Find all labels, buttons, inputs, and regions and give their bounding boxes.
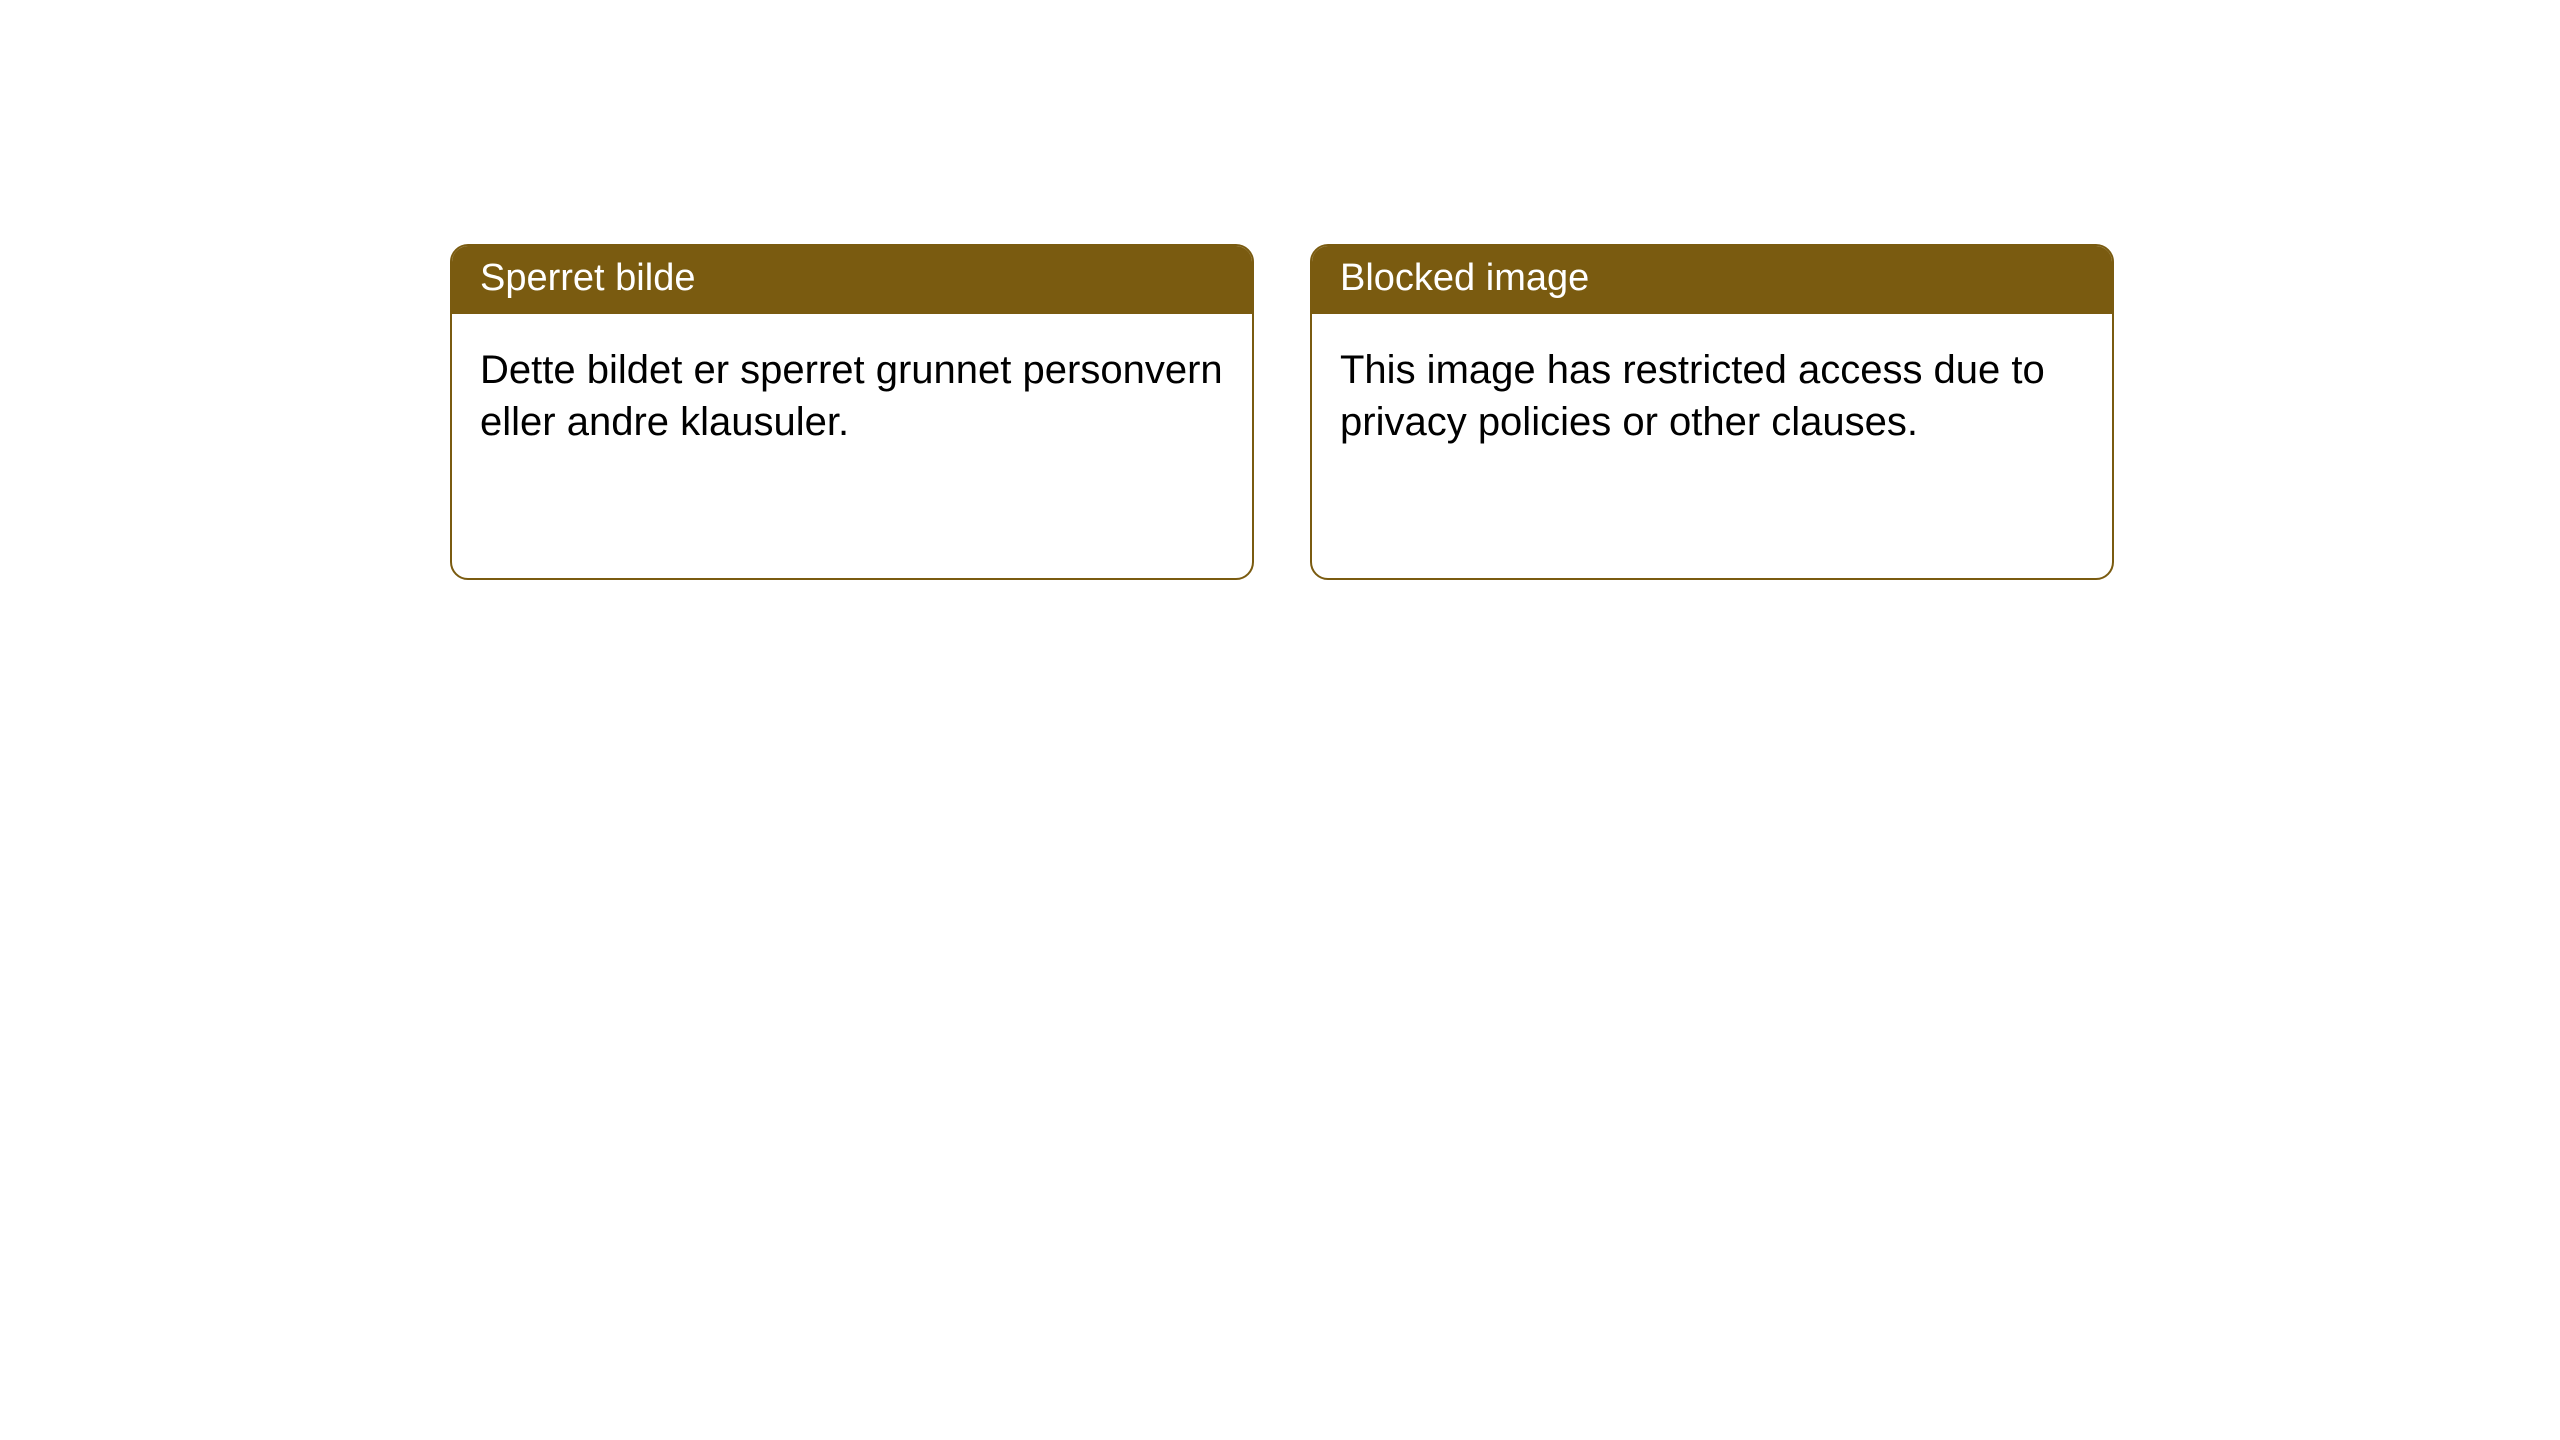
notice-card-norwegian: Sperret bilde Dette bildet er sperret gr… <box>450 244 1254 580</box>
card-title: Blocked image <box>1340 257 1589 299</box>
card-header: Sperret bilde <box>452 246 1252 314</box>
card-body-text: This image has restricted access due to … <box>1340 348 2045 444</box>
card-body: Dette bildet er sperret grunnet personve… <box>452 314 1252 478</box>
card-header: Blocked image <box>1312 246 2112 314</box>
notice-card-english: Blocked image This image has restricted … <box>1310 244 2114 580</box>
card-body: This image has restricted access due to … <box>1312 314 2112 478</box>
card-body-text: Dette bildet er sperret grunnet personve… <box>480 348 1223 444</box>
card-title: Sperret bilde <box>480 257 695 299</box>
notice-container: Sperret bilde Dette bildet er sperret gr… <box>450 244 2114 580</box>
